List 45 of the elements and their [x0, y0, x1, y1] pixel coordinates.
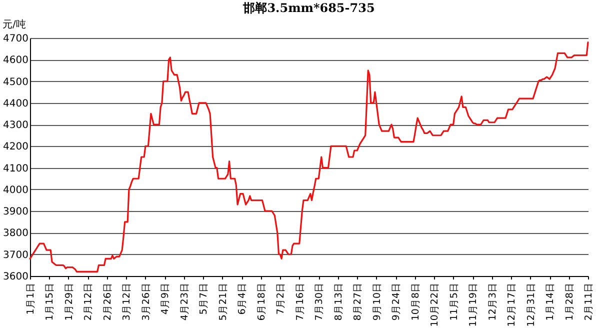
x-tick-label: 2月26日 — [102, 282, 114, 321]
x-tick-label: 6月4日 — [237, 282, 248, 315]
x-tick-label: 1月15日 — [44, 282, 56, 321]
x-tick-label: 4月23日 — [179, 282, 190, 321]
x-tick-label: 2月12日 — [83, 282, 94, 321]
x-tick-label: 2月11日 — [584, 282, 594, 321]
x-tick-label: 1月29日 — [64, 282, 75, 321]
x-tick-label: 12月31日 — [526, 282, 537, 327]
y-tick-label: 3800 — [3, 228, 28, 240]
x-tick-label: 8月13日 — [333, 282, 344, 321]
x-tick-label: 7月2日 — [276, 282, 287, 315]
x-tick-label: 3月26日 — [140, 282, 152, 321]
chart-title: 邯郸3.5mm*685-735 — [242, 1, 375, 15]
x-tick-label: 3月12日 — [122, 282, 133, 321]
x-tick-label: 12月17日 — [506, 282, 518, 327]
x-tick-label: 1月14日 — [545, 282, 556, 321]
x-tick-label: 6月18日 — [256, 282, 268, 321]
x-tick-label: 11月19日 — [468, 282, 480, 327]
x-tick-label: 1月28日 — [564, 282, 576, 321]
x-tick-label: 5月7日 — [198, 282, 210, 315]
line-series — [29, 42, 589, 272]
y-tick-label: 3600 — [3, 272, 28, 282]
x-tick-label: 10月8日 — [410, 282, 422, 321]
y-tick-label: 4000 — [3, 184, 28, 196]
x-tick-label: 5月21日 — [218, 282, 229, 321]
y-tick-label: 4400 — [3, 98, 28, 110]
y-tick-label: 4200 — [3, 142, 28, 153]
y-tick-label: 4700 — [3, 34, 28, 44]
x-tick-label: 7月16日 — [294, 282, 306, 321]
y-tick-label: 4600 — [3, 55, 28, 66]
x-tick-label: 9月10日 — [372, 282, 383, 321]
x-tick-label: 9月24日 — [391, 282, 402, 321]
y-tick-label: 3900 — [3, 206, 28, 218]
x-tick-label: 12月3日 — [487, 282, 498, 321]
y-tick-label: 3700 — [3, 250, 28, 261]
x-tick-label: 11月5日 — [448, 282, 460, 321]
y-tick-label: 4100 — [3, 163, 28, 174]
x-tick-label: 4月9日 — [160, 282, 172, 315]
x-tick-label: 8月27日 — [352, 282, 364, 321]
x-tick-label: 7月30日 — [314, 282, 326, 321]
x-tick-label: 10月22日 — [430, 282, 441, 327]
y-tick-label: 4300 — [3, 120, 28, 132]
y-tick-label: 4500 — [3, 76, 28, 88]
y-axis-title: 元/吨 — [2, 18, 26, 30]
x-tick-label: 1月1日 — [26, 282, 36, 315]
